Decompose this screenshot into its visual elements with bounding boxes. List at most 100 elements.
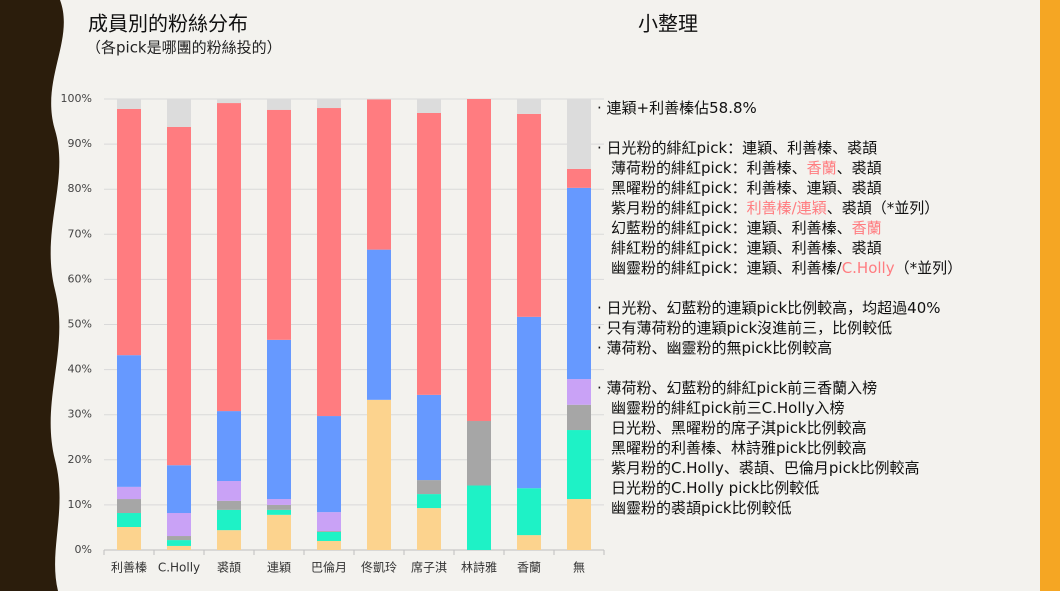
note-text: 日光粉、黑曜粉的席子淇pick比例較高 xyxy=(611,419,867,437)
bar-segment xyxy=(417,99,441,113)
note-text: 、裘頡 xyxy=(837,159,882,177)
x-tick-label: 巴倫月 xyxy=(311,561,347,575)
bar-segment xyxy=(117,108,141,356)
y-tick-label: 0% xyxy=(75,543,92,556)
chart-title: 成員別的粉絲分布 xyxy=(88,12,248,36)
note-text: 幽靈粉的緋紅pick：連穎、利善榛/ xyxy=(611,259,843,277)
note-line: 緋紅粉的緋紅pick：連穎、利善榛、裘頡 xyxy=(611,239,882,257)
chart-subtitle: （各pick是哪團的粉絲投的） xyxy=(86,39,282,57)
note-text: · 薄荷粉、幻藍粉的緋紅pick前三香蘭入榜 xyxy=(597,379,877,397)
note-text: · 日光粉的緋紅pick：連穎、利善榛、裘頡 xyxy=(597,139,877,157)
bar-segment xyxy=(267,514,291,550)
bar-segment xyxy=(567,430,591,500)
note-text: 、裘頡（*並列） xyxy=(827,199,940,217)
right-decoration xyxy=(1040,0,1060,591)
bar-segment xyxy=(467,421,491,486)
bar-segment xyxy=(267,499,291,505)
y-tick-label: 90% xyxy=(68,137,92,150)
notes-title: 小整理 xyxy=(638,12,698,36)
bar-segment xyxy=(267,504,291,510)
bar-segment xyxy=(217,99,241,104)
note-text: · 只有薄荷粉的連穎pick沒進前三，比例較低 xyxy=(597,319,892,337)
note-highlight: 香蘭 xyxy=(807,159,837,177)
bar-segment xyxy=(117,499,141,514)
y-tick-label: 60% xyxy=(68,272,92,285)
bar-segment xyxy=(217,103,241,412)
x-tick-label: C.Holly xyxy=(158,561,200,575)
y-tick-label: 100% xyxy=(61,92,92,105)
bar-segment xyxy=(517,113,541,317)
bar-segment xyxy=(167,536,191,541)
bar-segment xyxy=(217,480,241,501)
bar-segment xyxy=(317,512,341,532)
bar-segment xyxy=(167,126,191,466)
note-text: 幽靈粉的裘頡pick比例較低 xyxy=(611,499,792,517)
bar-segment xyxy=(317,108,341,417)
bar-segment xyxy=(417,112,441,395)
note-line: 幽靈粉的裘頡pick比例較低 xyxy=(611,499,792,517)
bar-segment xyxy=(217,500,241,510)
note-line: · 薄荷粉、幻藍粉的緋紅pick前三香蘭入榜 xyxy=(597,379,877,397)
bar-segment xyxy=(317,416,341,513)
x-tick-label: 無 xyxy=(573,560,585,575)
bar-segment xyxy=(567,379,591,405)
bar-segment xyxy=(317,540,341,550)
y-tick-label: 70% xyxy=(68,227,92,240)
note-text: 黑曜粉的利善榛、林詩雅pick比例較高 xyxy=(611,439,867,457)
note-text: · 日光粉、幻藍粉的連穎pick比例較高，均超過40% xyxy=(597,299,941,317)
bar-segment xyxy=(567,187,591,380)
note-line: · 只有薄荷粉的連穎pick沒進前三，比例較低 xyxy=(597,319,892,337)
note-text: · 連穎+利善榛佔58.8% xyxy=(597,99,757,117)
y-tick-label: 80% xyxy=(68,182,92,195)
note-line: 紫月粉的緋紅pick：利善榛/連穎、裘頡（*並列） xyxy=(611,199,939,217)
bar-segment xyxy=(267,509,291,515)
note-line: 幻藍粉的緋紅pick：連穎、利善榛、香蘭 xyxy=(611,219,882,237)
note-text: 日光粉的C.Holly pick比例較低 xyxy=(611,479,819,497)
bar-segment xyxy=(517,316,541,489)
y-tick-label: 40% xyxy=(68,363,92,376)
bar-segment xyxy=(167,513,191,537)
note-line: 黑曜粉的利善榛、林詩雅pick比例較高 xyxy=(611,439,867,457)
x-tick-label: 香蘭 xyxy=(517,561,541,575)
bar-segment xyxy=(417,508,441,550)
y-tick-label: 50% xyxy=(68,318,92,331)
note-line: · 日光粉的緋紅pick：連穎、利善榛、裘頡 xyxy=(597,139,877,157)
bar-segment xyxy=(267,109,291,340)
bar-segment xyxy=(317,531,341,532)
note-highlight: 香蘭 xyxy=(852,219,882,237)
note-line: 日光粉的C.Holly pick比例較低 xyxy=(611,479,819,497)
note-text: 紫月粉的C.Holly、裘頡、巴倫月pick比例較高 xyxy=(611,459,920,477)
note-text: · 薄荷粉、幽靈粉的無pick比例較高 xyxy=(597,339,832,357)
y-tick-label: 20% xyxy=(68,453,92,466)
bar-segment xyxy=(117,486,141,500)
bar-segment xyxy=(217,411,241,481)
note-text: 緋紅粉的緋紅pick：連穎、利善榛、裘頡 xyxy=(611,239,882,257)
note-text: （*並列） xyxy=(895,259,963,277)
note-line: 薄荷粉的緋紅pick：利善榛、香蘭、裘頡 xyxy=(611,159,882,177)
bar-segment xyxy=(317,531,341,541)
note-text: 幻藍粉的緋紅pick：連穎、利善榛、 xyxy=(611,219,852,237)
y-tick-label: 10% xyxy=(68,498,92,511)
plot: 0% 10% 20% 30% 40% 50% 60% 70% 80% 90% 100% 利善榛 C.Ho… xyxy=(61,92,605,575)
bar-segment xyxy=(367,99,391,250)
bar-segment xyxy=(117,355,141,487)
bar-segment xyxy=(117,99,141,109)
x-tick-label: 連穎 xyxy=(267,561,291,575)
bar-segment xyxy=(567,168,591,188)
bar-segment xyxy=(117,526,141,550)
bar-segment xyxy=(417,494,441,509)
bar-segment xyxy=(517,99,541,114)
y-tick-label: 30% xyxy=(68,408,92,421)
x-tick-label: 裘頡 xyxy=(217,561,241,575)
x-tick-label: 林詩雅 xyxy=(461,560,497,575)
notes: · 連穎+利善榛佔58.8% · 日光粉的緋紅pick：連穎、利善榛、裘頡薄荷粉的… xyxy=(597,99,962,517)
note-text: 黑曜粉的緋紅pick：利善榛、連穎、裘頡 xyxy=(611,179,882,197)
bar-segment xyxy=(167,465,191,514)
left-decoration xyxy=(0,0,64,591)
x-tick-label: 佟凱玲 xyxy=(361,560,397,575)
bar-segment xyxy=(417,480,441,495)
note-line: 黑曜粉的緋紅pick：利善榛、連穎、裘頡 xyxy=(611,179,882,197)
note-line: 幽靈粉的緋紅pick：連穎、利善榛/C.Holly（*並列） xyxy=(611,259,962,277)
